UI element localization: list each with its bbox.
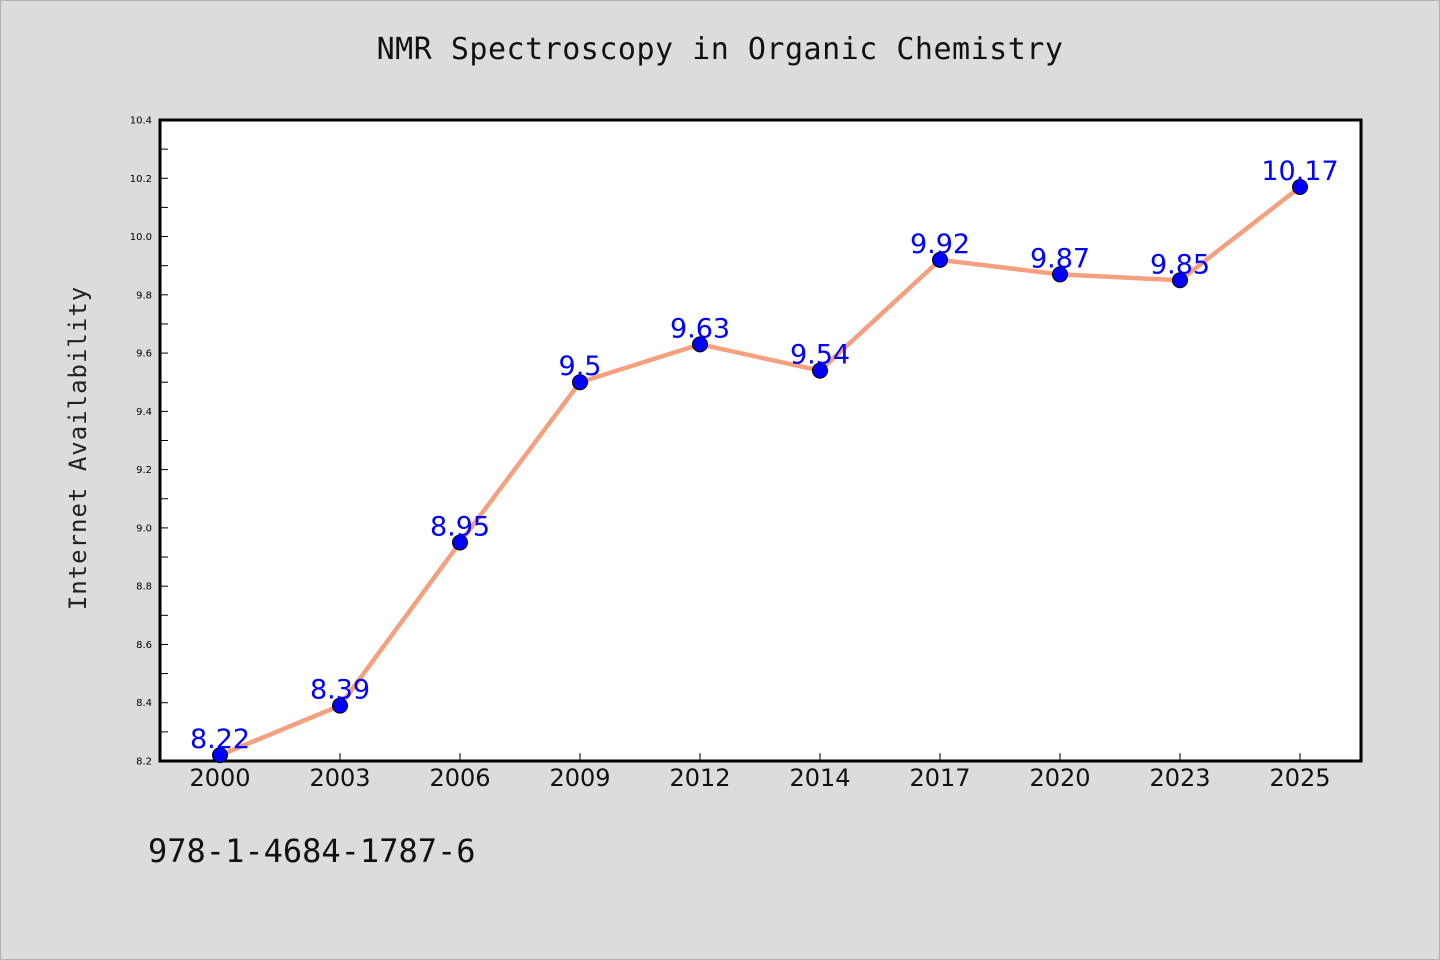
series-layer: 8.22 8.39 8.95 9.5 9.63 9.54 9.92 9.87 9.85 10.17	[190, 156, 1339, 764]
x-tick-label: 2003	[309, 764, 370, 792]
data-label: 9.92	[910, 229, 970, 260]
plot-area	[158, 118, 1363, 763]
y-tick-label: 10.0	[130, 232, 152, 243]
y-tick-label: 8.2	[136, 757, 152, 768]
data-point	[212, 747, 228, 764]
data-label: 9.54	[790, 340, 850, 371]
y-tick-label: 10.2	[130, 174, 152, 185]
x-axis: 2000 2003 2006 2009 2012 2014 2017 2020 2023 2025	[189, 753, 1331, 792]
data-label: 8.22	[190, 724, 250, 755]
x-tick-label: 2014	[789, 764, 850, 792]
series-line	[217, 184, 1303, 758]
y-tick-label: 9.6	[136, 349, 152, 360]
x-tick-label: 2006	[429, 764, 490, 792]
data-point	[812, 362, 828, 379]
y-tick-label: 10.4	[130, 116, 152, 127]
data-point	[1292, 179, 1308, 196]
x-tick-label: 2017	[909, 764, 970, 792]
y-axis: 8.2 8.4 8.6 8.8 9.0 9.2 9.4 9.6 9.8 10.0 10.2 10.4	[130, 116, 168, 768]
data-point	[1172, 272, 1188, 289]
y-tick-label: 8.8	[136, 582, 152, 593]
y-tick-label: 9.8	[136, 290, 152, 301]
data-label: 9.5	[559, 351, 602, 382]
data-label: 9.63	[670, 313, 730, 344]
data-point	[932, 251, 948, 268]
data-point	[572, 374, 588, 391]
x-tick-label: 2009	[549, 764, 610, 792]
data-point	[332, 697, 348, 714]
x-tick-label: 2020	[1029, 764, 1090, 792]
x-tick-label: 2023	[1149, 764, 1210, 792]
y-tick-label: 9.2	[136, 465, 152, 476]
y-axis-label: Internet Availability	[64, 286, 92, 610]
data-label: 10.17	[1261, 156, 1338, 187]
y-tick-label: 8.6	[136, 640, 152, 651]
data-label: 9.85	[1150, 249, 1210, 280]
x-tick-label: 2012	[669, 764, 730, 792]
data-point	[1052, 266, 1068, 283]
data-point	[692, 336, 708, 353]
x-tick-label: 2000	[189, 764, 250, 792]
data-label: 8.95	[430, 511, 490, 542]
chart-title: NMR Spectroscopy in Organic Chemistry	[376, 32, 1064, 67]
y-tick-label: 9.4	[136, 407, 152, 418]
x-tick-label: 2025	[1269, 764, 1330, 792]
data-point	[452, 534, 468, 551]
data-label: 9.87	[1030, 243, 1090, 274]
y-tick-label: 8.4	[136, 698, 152, 709]
isbn-label: 978-1-4684-1787-6	[148, 832, 476, 870]
y-tick-label: 9.0	[136, 523, 152, 534]
data-label: 8.39	[310, 675, 370, 706]
